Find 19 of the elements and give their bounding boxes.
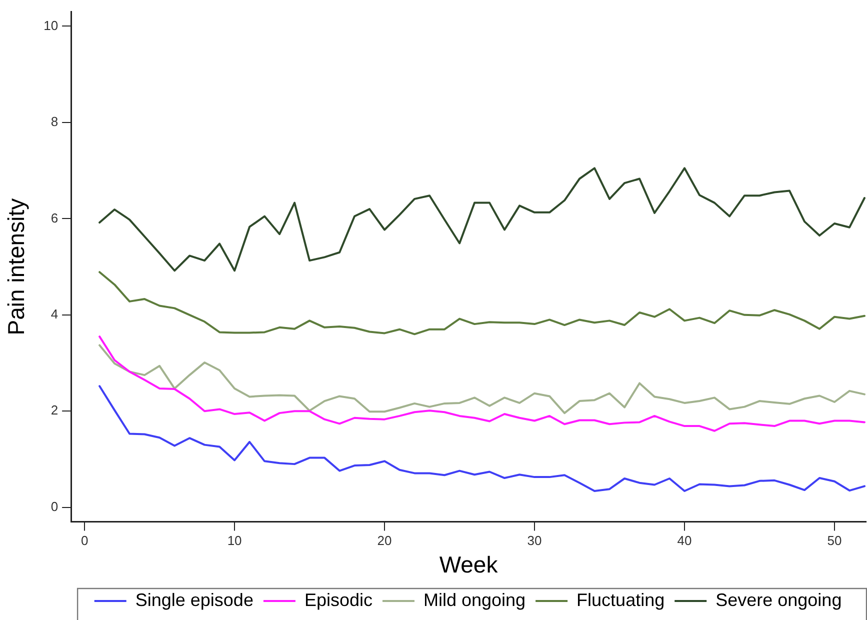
legend-label: Mild ongoing [423,590,526,610]
x-tick-label: 10 [227,533,242,548]
y-tick-label: 2 [50,402,58,418]
legend-label: Episodic [304,590,372,610]
legend-label: Severe ongoing [716,590,842,610]
y-tick-label: 0 [50,498,58,514]
y-tick-label: 4 [50,306,58,322]
x-tick-label: 40 [677,533,692,548]
x-tick-label: 30 [527,533,542,548]
x-tick-label: 50 [827,533,842,548]
y-axis-title: Pain intensity [3,198,30,336]
legend-label: Single episode [135,590,254,610]
x-axis-title: Week [439,552,498,578]
y-tick-label: 6 [50,210,58,226]
y-tick-label: 8 [50,114,58,130]
legend-label: Fluctuating [576,590,665,610]
y-tick-label: 10 [44,18,58,33]
x-tick-label: 0 [80,533,88,548]
x-tick-label: 20 [377,533,392,548]
